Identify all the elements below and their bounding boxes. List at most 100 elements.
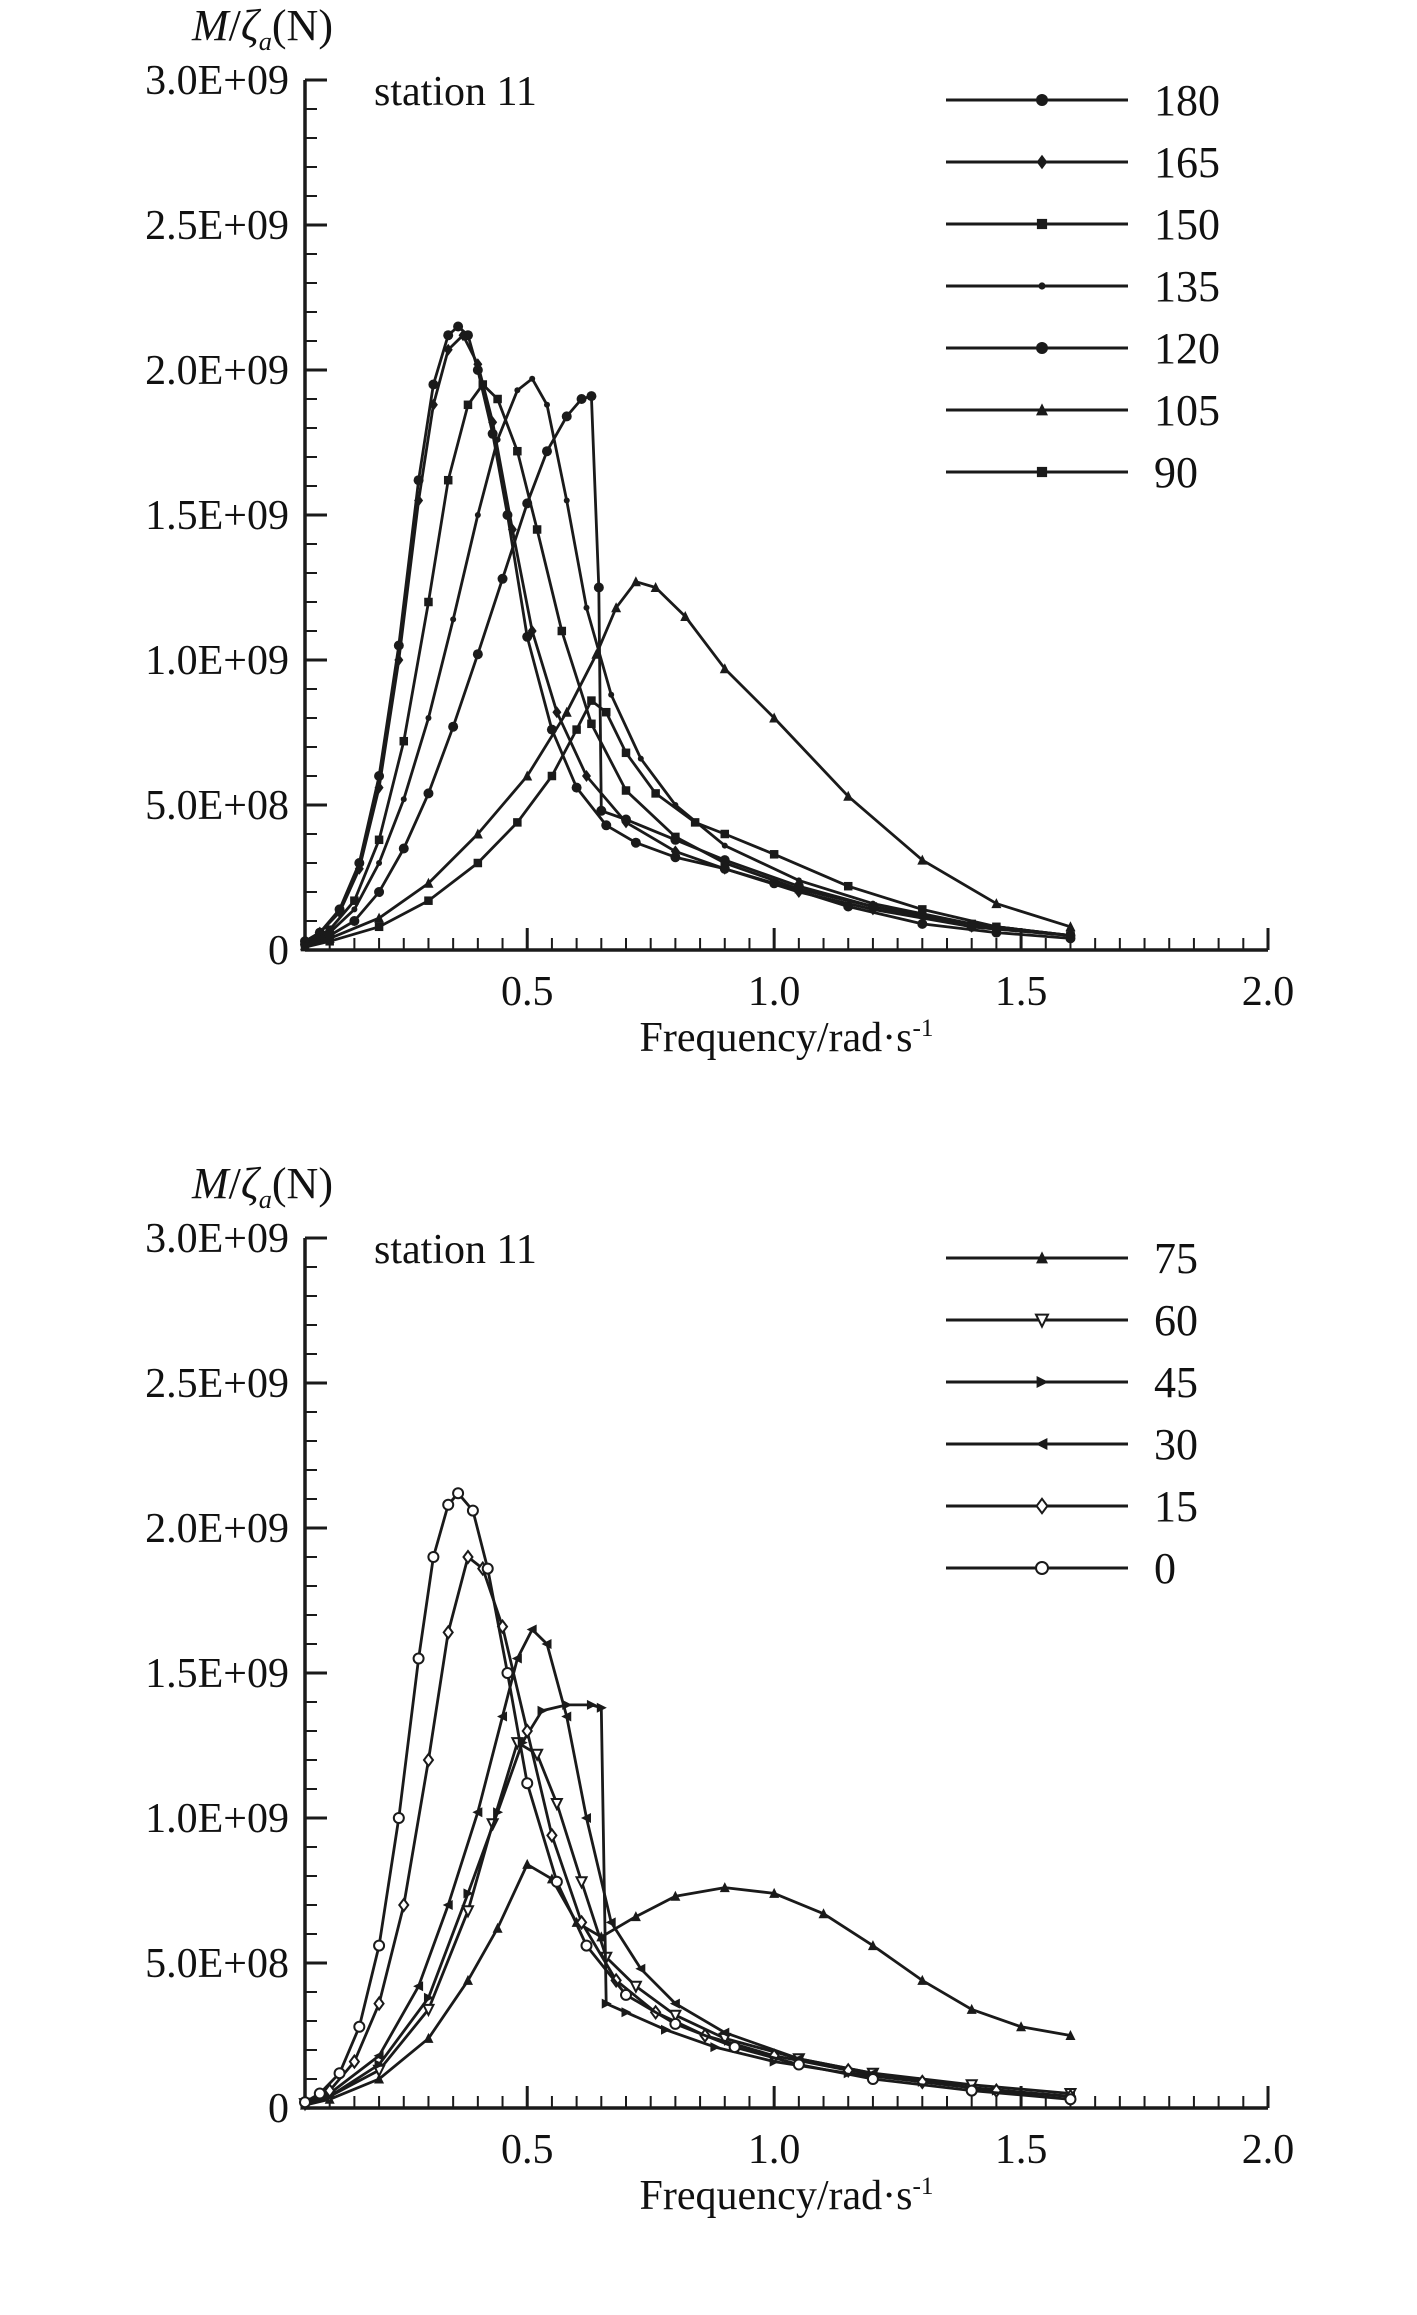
marker-circle: [443, 330, 454, 341]
marker-open-circle: [866, 2073, 879, 2085]
marker-tri-up: [1016, 2021, 1027, 2032]
marker-diamond: [473, 358, 483, 371]
marker-square: [587, 719, 596, 729]
marker-tri-up: [591, 648, 602, 659]
marker-circle: [601, 820, 612, 831]
marker-square: [601, 707, 611, 717]
marker-tri-up: [966, 2003, 977, 2014]
y-axis-title-slash: /: [228, 1, 241, 50]
marker-square: [918, 905, 927, 914]
marker-square: [513, 446, 522, 456]
marker-circle: [867, 901, 878, 912]
marker-circle: [1036, 342, 1048, 354]
marker-tri-right: [586, 1699, 597, 1710]
marker-tri-left: [497, 1711, 508, 1722]
marker-dot: [543, 401, 550, 408]
y-axis-title-unit: (N): [271, 1, 333, 50]
marker-diamond: [552, 706, 562, 719]
marker-circle: [571, 782, 582, 793]
marker-tri-right: [601, 1998, 612, 2009]
marker-circle: [522, 498, 533, 509]
x-axis-title: Frequency/rad·s-1: [305, 2172, 1268, 2220]
marker-circle: [586, 391, 597, 402]
marker-square: [374, 922, 384, 932]
marker-open-circle: [792, 2058, 805, 2071]
marker-square: [557, 626, 567, 636]
chart-title: station 11: [374, 69, 537, 115]
legend-label-150: 150: [1154, 200, 1220, 249]
legend-label-45: 45: [1154, 1358, 1198, 1407]
marker-tri-left: [1035, 1438, 1048, 1450]
marker-tri-left: [511, 1653, 522, 1664]
legend-label-165: 165: [1154, 138, 1220, 187]
x-axis-title: Frequency/rad·s-1: [305, 1014, 1268, 1062]
marker-tri-up: [769, 1887, 780, 1898]
marker-square: [690, 818, 700, 827]
x-axis-title-base: Frequency/rad·s: [639, 1015, 913, 1061]
marker-circle: [917, 918, 928, 929]
marker-circle: [596, 805, 607, 816]
y-tick-label: 2.5E+09: [145, 203, 289, 249]
marker-diamond: [1036, 154, 1048, 170]
marker-diamond: [488, 416, 498, 429]
marker-circle: [472, 649, 483, 660]
marker-diamond: [354, 862, 364, 875]
marker-dot: [450, 616, 457, 623]
x-tick-label: 0.5: [501, 2127, 554, 2173]
marker-diamond: [443, 343, 453, 356]
x-tick-label: 2.0: [1242, 2127, 1295, 2173]
x-tick-label: 1.0: [748, 969, 801, 1015]
marker-square: [547, 771, 557, 781]
marker-circle: [561, 411, 572, 422]
marker-open-circle: [466, 1504, 479, 1517]
marker-square: [1066, 931, 1075, 940]
marker-open-diamond: [422, 1752, 435, 1768]
marker-open-circle: [442, 1498, 455, 1511]
y-axis-title-zeta: ζ: [240, 1159, 259, 1208]
marker-square: [478, 380, 488, 389]
marker-circle: [670, 834, 681, 845]
marker-square: [621, 786, 631, 795]
marker-circle: [398, 843, 409, 854]
marker-square: [1036, 466, 1048, 478]
marker-tri-up: [719, 663, 730, 674]
marker-dot: [494, 436, 501, 443]
y-axis-title-slash: /: [228, 1159, 241, 1208]
marker-open-tri-down: [550, 1798, 564, 1812]
marker-tri-up: [670, 1890, 681, 1901]
y-axis-title-zeta: ζ: [240, 1, 259, 50]
marker-circle: [497, 573, 508, 584]
marker-dot: [351, 906, 358, 913]
marker-diamond: [394, 654, 404, 666]
marker-open-circle: [373, 1939, 386, 1952]
y-axis-title: M/ζa(N): [192, 1, 333, 56]
marker-square: [493, 394, 502, 404]
marker-tri-right: [661, 2024, 672, 2035]
marker-dot: [583, 604, 590, 611]
marker-circle: [966, 921, 977, 932]
series-line-75: [303, 1863, 1072, 2107]
marker-tri-up: [1065, 2030, 1076, 2040]
marker-circle: [541, 446, 552, 457]
x-tick-label: 1.5: [995, 969, 1048, 1015]
marker-open-circle: [521, 1777, 534, 1790]
series-line-105: [303, 580, 1072, 947]
marker-circle: [428, 379, 439, 390]
chart-bottom: 0 5.0E+08 1.0E+09 1.5E+09 2.0E+09 2.5E+09 3.0E…: [0, 1158, 1417, 2315]
marker-dot: [425, 715, 432, 721]
marker-dot: [400, 796, 407, 803]
marker-square: [463, 400, 473, 410]
marker-circle: [349, 916, 360, 926]
marker-open-circle: [353, 2020, 366, 2033]
marker-circle: [522, 631, 533, 642]
marker-circle: [793, 881, 804, 892]
marker-open-circle: [481, 1562, 494, 1575]
x-tick-label: 1.0: [748, 2127, 801, 2173]
marker-tri-up: [423, 877, 434, 888]
series-line-180: [303, 325, 1072, 943]
marker-diamond: [374, 781, 384, 794]
marker-tri-up: [680, 611, 691, 621]
marker-tri-up: [374, 2073, 385, 2084]
marker-tri-up: [462, 1974, 473, 1985]
marker-tri-right: [621, 2007, 632, 2018]
